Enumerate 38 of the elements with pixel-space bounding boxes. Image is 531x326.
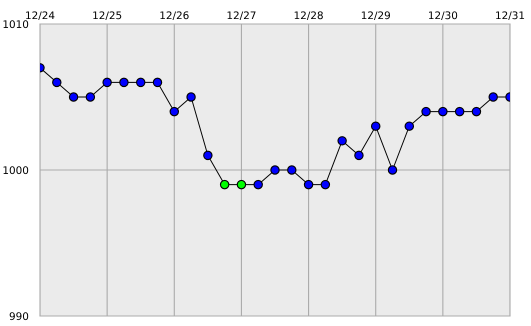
point	[337, 136, 347, 146]
point	[438, 106, 448, 116]
x-tick-label: 12/24	[26, 11, 54, 20]
point	[488, 92, 498, 102]
point	[404, 121, 414, 131]
point	[152, 78, 162, 88]
point	[253, 180, 263, 190]
y-tick-label: 1000	[4, 166, 28, 174]
x-tick-label: 12/27	[228, 11, 256, 20]
point	[370, 121, 380, 131]
point	[102, 78, 112, 88]
point	[454, 106, 464, 116]
point	[388, 165, 398, 175]
point	[186, 92, 196, 102]
x-tick-label: 12/25	[93, 11, 122, 20]
x-tick-label: 12/29	[362, 11, 390, 20]
point	[136, 78, 146, 88]
point	[320, 180, 330, 190]
point	[472, 106, 482, 116]
point	[170, 106, 180, 116]
point	[354, 150, 364, 160]
point	[68, 92, 78, 102]
point	[287, 165, 297, 175]
y-tick-label: 990	[10, 312, 28, 320]
point	[220, 180, 230, 190]
x-tick-label: 12/28	[294, 11, 323, 20]
point	[52, 78, 62, 88]
y-tick-label: 1010	[4, 20, 28, 28]
point	[236, 180, 246, 190]
point	[304, 180, 314, 190]
x-tick-label: 12/26	[160, 11, 189, 20]
x-tick-label: 12/31	[496, 11, 524, 20]
x-tick-label: 12/30	[428, 11, 458, 20]
point	[270, 165, 280, 175]
point	[86, 92, 96, 102]
point	[421, 106, 431, 116]
point	[119, 78, 129, 88]
point	[203, 150, 213, 160]
